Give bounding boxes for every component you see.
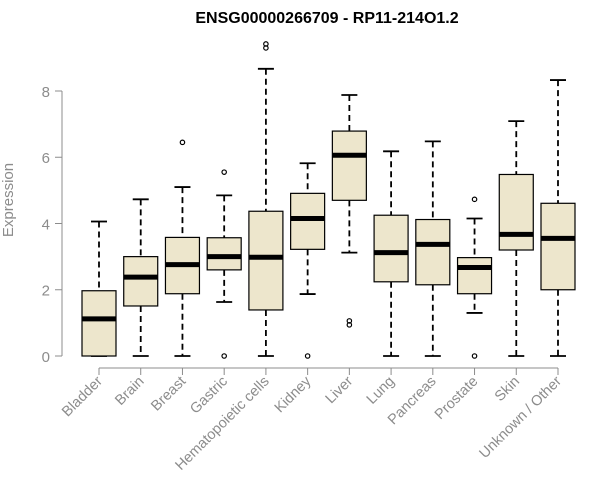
x-tick-label: Lung: [364, 374, 398, 408]
iqr-box: [540, 202, 576, 291]
x-tick-label: Prostate: [432, 374, 481, 423]
x-tick-label: Breast: [148, 374, 189, 415]
iqr-box: [290, 192, 326, 250]
box-hematopoietic-cells: [248, 41, 284, 357]
box-unknown-other: [540, 79, 576, 357]
chart-title: ENSG00000266709 - RP11-214O1.2: [195, 10, 458, 27]
box-prostate: [456, 196, 493, 359]
box-brain: [123, 198, 159, 357]
iqr-box: [456, 257, 493, 295]
outlier-point: [263, 41, 269, 47]
y-tick-label: 0: [42, 349, 50, 366]
y-axis-label: Expression: [0, 163, 17, 237]
outlier-point: [221, 169, 227, 175]
iqr-box: [123, 256, 159, 307]
x-tick-label: Kidney: [272, 373, 315, 416]
x-tick-label: Skin: [492, 374, 523, 405]
outlier-point: [471, 353, 478, 359]
y-ticks: 0 2 4 6 8: [42, 84, 62, 366]
iqr-box: [248, 210, 284, 311]
iqr-box: [81, 290, 117, 357]
x-tick-label: Liver: [323, 373, 357, 407]
y-tick-label: 6: [42, 150, 50, 167]
iqr-box: [331, 130, 367, 201]
boxes-group: [81, 41, 576, 359]
box-liver: [331, 94, 367, 328]
outlier-point: [304, 353, 311, 359]
iqr-box: [415, 218, 451, 286]
x-tick-label: Brain: [112, 374, 147, 409]
box-breast: [164, 139, 201, 357]
box-gastric: [206, 169, 242, 359]
box-kidney: [290, 162, 326, 359]
outlier-point: [221, 353, 227, 359]
outlier-point: [346, 322, 353, 328]
iqr-box: [206, 237, 242, 271]
y-tick-label: 8: [42, 84, 50, 101]
y-tick-label: 2: [42, 283, 50, 300]
outlier-point: [471, 196, 478, 203]
iqr-box: [373, 214, 409, 283]
outlier-point: [179, 139, 186, 146]
box-pancreas: [415, 140, 451, 357]
box-lung: [373, 150, 409, 357]
y-tick-label: 4: [42, 216, 50, 233]
box-skin: [498, 120, 534, 357]
x-tick-label: Bladder: [59, 373, 106, 420]
iqr-box: [498, 173, 534, 251]
box-bladder: [81, 220, 117, 357]
